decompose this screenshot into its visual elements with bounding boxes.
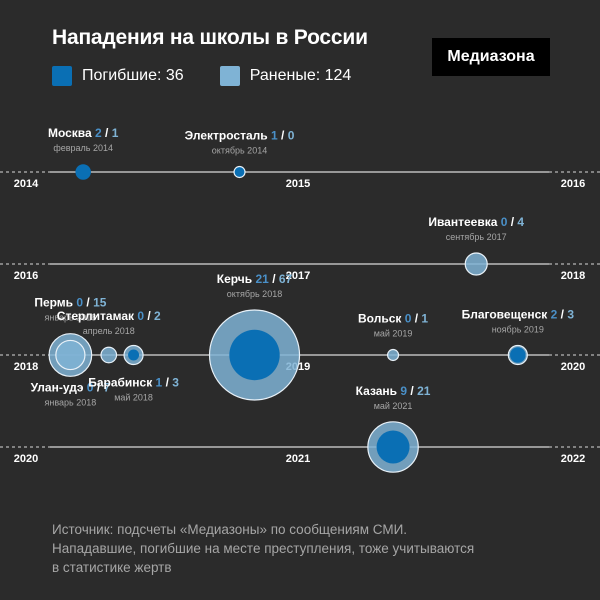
point-label: Электросталь 1 / 0 <box>185 129 295 143</box>
year-tick-label: 2022 <box>561 453 585 465</box>
point-label: Пермь 0 / 15 <box>34 296 106 310</box>
footnote-line: Нападавшие, погибшие на месте преступлен… <box>52 541 475 556</box>
point-date-label: февраль 2014 <box>53 143 113 153</box>
point-label: Стерлитамак 0 / 2 <box>57 309 161 323</box>
bubble-wounded <box>386 348 400 362</box>
year-tick-label: 2020 <box>561 361 585 373</box>
point-label: Вольск 0 / 1 <box>358 312 428 326</box>
legend-swatch-wounded <box>219 66 240 86</box>
point-label: Барабинск 1 / 3 <box>88 376 179 390</box>
legend-item-wounded: Раненые: 124 <box>219 66 352 86</box>
bubble-killed <box>75 164 91 180</box>
bubble-wounded <box>100 346 118 364</box>
point-label: Благовещенск 2 / 3 <box>462 307 575 321</box>
point-date-label: октябрь 2014 <box>212 146 267 156</box>
point-label: Москва 2 / 1 <box>48 126 119 140</box>
year-tick-label: 2016 <box>14 270 38 282</box>
year-tick-label: 2017 <box>286 270 310 282</box>
year-tick-label: 2021 <box>286 453 310 465</box>
bubble-wounded <box>464 252 488 276</box>
year-tick-label: 2018 <box>14 361 38 373</box>
legend-label-wounded: Раненые: 124 <box>249 67 352 84</box>
bubble-killed <box>510 347 526 363</box>
point-date-label: май 2018 <box>114 393 153 403</box>
point-date-label: октябрь 2018 <box>227 289 282 299</box>
brand-logo: Медиазона <box>432 38 550 76</box>
footnote: Источник: подсчеты «Медиазоны» по сообще… <box>52 520 552 577</box>
point-date-label: май 2021 <box>374 401 413 411</box>
bubble-killed <box>233 165 246 179</box>
point-date-label: май 2019 <box>374 329 413 339</box>
legend-item-killed: Погибшие: 36 <box>52 66 184 86</box>
point-label: Ивантеевка 0 / 4 <box>428 215 524 229</box>
bubble-killed <box>229 329 280 381</box>
year-tick-label: 2018 <box>561 270 585 282</box>
chart-title: Нападения на школы в России <box>52 26 368 49</box>
point-date-label: январь 2018 <box>45 313 97 323</box>
footnote-line: в статистике жертв <box>52 560 172 575</box>
bubble-wounded <box>55 339 86 371</box>
point-label: Керчь 21 / 67 <box>217 272 293 286</box>
point-label: Казань 9 / 21 <box>356 384 431 398</box>
legend-label-killed: Погибшие: 36 <box>82 67 184 84</box>
footnote-line: Источник: подсчеты «Медиазоны» по сообще… <box>52 522 408 537</box>
bubble-killed <box>376 430 410 464</box>
legend-swatch-killed <box>52 66 72 86</box>
year-tick-label: 2016 <box>561 178 585 190</box>
point-date-label: ноябрь 2019 <box>492 324 544 334</box>
year-tick-label: 2020 <box>14 453 38 465</box>
point-label: Улан-удэ 0 / 7 <box>31 381 111 395</box>
point-date-label: январь 2018 <box>45 398 97 408</box>
bubble-killed <box>128 349 140 361</box>
point-date-label: апрель 2018 <box>83 326 135 336</box>
legend: Погибшие: 36 Раненые: 124 <box>52 66 387 86</box>
point-date-label: сентябрь 2017 <box>446 232 507 242</box>
year-tick-label: 2014 <box>14 178 39 190</box>
year-tick-label: 2015 <box>286 178 310 190</box>
